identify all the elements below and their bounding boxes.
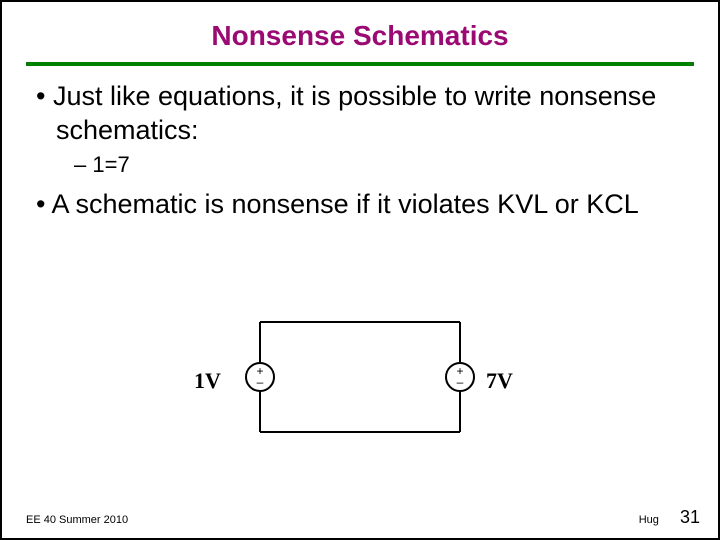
svg-text:–: – xyxy=(457,375,464,389)
bullet-level1: A schematic is nonsense if it violates K… xyxy=(30,188,690,222)
footer-author: Hug xyxy=(639,514,659,526)
footer-left: EE 40 Summer 2010 xyxy=(26,514,128,526)
circuit-schematic: +–+– 1V 7V xyxy=(190,302,530,452)
slide-footer: EE 40 Summer 2010 Hug 31 xyxy=(26,507,700,528)
footer-right-group: Hug 31 xyxy=(639,507,700,528)
source-label-right: 7V xyxy=(486,368,513,394)
bullet-level1: Just like equations, it is possible to w… xyxy=(30,80,690,148)
source-label-left: 1V xyxy=(194,368,221,394)
bullet-list: Just like equations, it is possible to w… xyxy=(2,80,718,221)
title-underline xyxy=(26,62,694,66)
slide-title: Nonsense Schematics xyxy=(2,2,718,62)
slide: Nonsense Schematics Just like equations,… xyxy=(2,2,718,538)
circuit-svg: +–+– xyxy=(190,302,530,452)
page-number: 31 xyxy=(680,507,700,527)
schematic-container: +–+– 1V 7V xyxy=(2,302,718,452)
bullet-level2: 1=7 xyxy=(30,152,690,178)
svg-text:–: – xyxy=(257,375,264,389)
